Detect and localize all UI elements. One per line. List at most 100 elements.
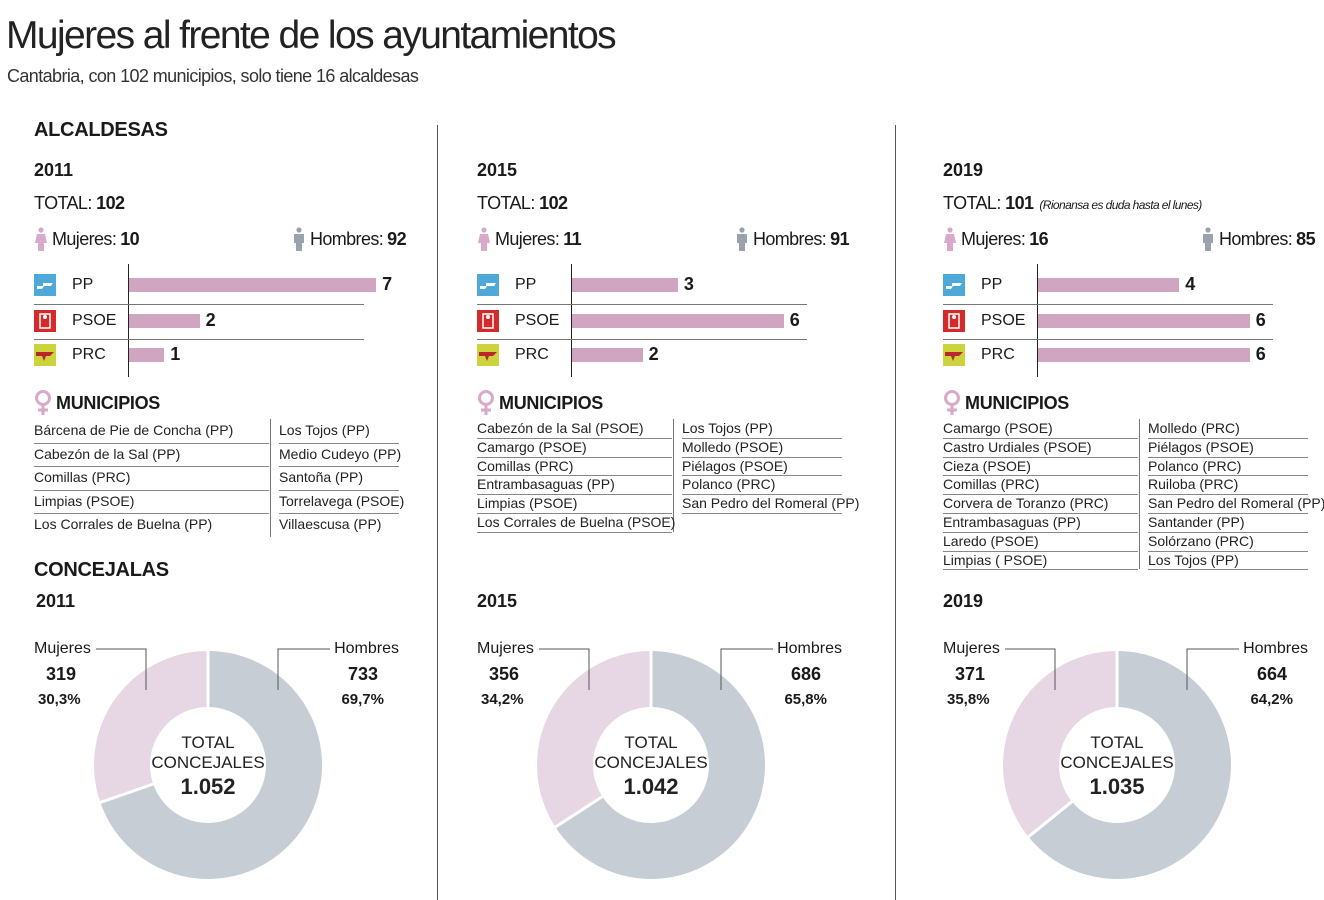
hombres-label: Hombres: (752, 228, 827, 249)
donut-center: TOTAL CONCEJALES 1.035 (1057, 733, 1177, 801)
municipio-item: Limpias ( PSOE) (943, 552, 1138, 571)
bar-axis (1037, 264, 1038, 377)
prc-logo-icon (477, 344, 499, 366)
table-divider (270, 419, 271, 537)
year-heading: 2015 (477, 160, 518, 180)
donut-slice-hombres (555, 651, 765, 880)
total-label: TOTAL: (477, 193, 535, 213)
hombres-value: 91 (830, 228, 849, 249)
mujeres-label: Mujeres: (961, 228, 1026, 249)
year-heading: 2011 (34, 160, 74, 180)
hombres-count: Hombres: 91 (735, 227, 850, 251)
bar-value: 6 (1255, 344, 1266, 364)
total-label: TOTAL: (34, 193, 92, 213)
municipio-item: Entrambasaguas (PP) (477, 476, 672, 496)
donut-value-mujeres: 371 (955, 664, 986, 684)
municipio-item: San Pedro del Romeral (PP) (682, 495, 859, 514)
psoe-logo-icon (34, 310, 56, 332)
bar-value: 7 (382, 274, 393, 294)
panel-2015: 2015 TOTAL: 102 Mujeres: 11 Hombres: 91 PP 3 PSO… (477, 0, 859, 900)
hombres-value: 92 (387, 228, 406, 249)
psoe-logo-icon (943, 310, 965, 332)
municipio-item: Limpias (PSOE) (477, 495, 672, 514)
row-separator (943, 304, 1273, 305)
row-separator (943, 339, 1273, 340)
year-heading: 2019 (943, 160, 984, 180)
donut-chart (537, 648, 773, 880)
party-logo (943, 310, 965, 337)
municipios-header: MUNICIPIOS (477, 390, 603, 416)
donut-label-hombres: Hombres (334, 640, 399, 657)
municipio-item: Bárcena de Pie de Concha (PP) (34, 420, 269, 444)
party-label: PRC (981, 346, 1015, 363)
prc-logo-icon (943, 344, 965, 366)
total-note: (Rionansa es duda hasta el lunes) (1039, 198, 1202, 212)
donut-slice-hombres (1028, 651, 1231, 879)
party-label: PP (515, 276, 537, 293)
municipio-item: Santoña (PP) (279, 467, 399, 491)
municipios-heading: MUNICIPIOS (499, 392, 604, 413)
donut-pct-hombres: 65,8% (784, 691, 827, 708)
donut-label-mujeres: Mujeres (943, 640, 1000, 657)
donut-label-hombres: Hombres (1243, 640, 1308, 657)
bar-psoe (572, 314, 784, 328)
woman-icon (944, 227, 956, 251)
municipio-item: Molledo (PRC) (1148, 420, 1308, 439)
total-alcaldes: TOTAL: 102 (477, 193, 573, 214)
donut-center: TOTAL CONCEJALES 1.052 (148, 733, 268, 801)
municipio-item: Comillas (PRC) (34, 467, 269, 491)
party-label: PSOE (72, 312, 117, 329)
party-logo (34, 274, 56, 301)
municipio-item: Los Tojos (PP) (279, 420, 399, 444)
total-value: 102 (96, 193, 125, 213)
donut-slice-mujeres (93, 651, 208, 803)
bar-value: 2 (648, 344, 659, 364)
center-line2: CONCEJALES (1060, 753, 1174, 772)
center-total: 1.035 (1089, 774, 1145, 799)
donut-pct-mujeres: 34,2% (481, 691, 524, 708)
municipio-item: Molledo (PSOE) (682, 439, 842, 458)
donut-chart (93, 648, 330, 880)
party-label: PSOE (515, 312, 560, 329)
bar-axis (128, 264, 129, 377)
page-title: Mujeres al frente de los ayuntamientos (6, 14, 617, 57)
municipio-item: Comillas (PRC) (477, 458, 672, 477)
panel-2019: 2019 TOTAL: 101 (Rionansa es duda hasta el… (943, 0, 1324, 900)
bar-axis (571, 264, 572, 377)
prc-logo-icon (34, 344, 56, 366)
party-logo (477, 344, 499, 371)
bar-value: 1 (170, 344, 181, 364)
pp-logo-icon (477, 274, 499, 296)
slice-separator (552, 794, 605, 830)
party-label: PSOE (981, 312, 1026, 329)
hombres-count: Hombres: 85 (1201, 227, 1316, 251)
slice-separator (1025, 799, 1075, 840)
mujeres-count: Mujeres: 11 (477, 227, 582, 251)
municipio-item: Torrelavega (PSOE) (279, 491, 404, 514)
section-concejalas: CONCEJALAS (34, 559, 169, 581)
municipio-item: Los Tojos (PP) (682, 420, 842, 439)
municipio-item: Cabezón de la Sal (PSOE) (477, 420, 672, 439)
municipio-item: Villaescusa (PP) (279, 516, 382, 532)
municipio-item: Limpias (PSOE) (34, 491, 269, 514)
center-line2: CONCEJALES (594, 753, 708, 772)
mujeres-value: 11 (563, 228, 582, 249)
municipio-item: Los Tojos (PP) (1148, 552, 1308, 571)
party-logo (943, 274, 965, 301)
leader-line-mujeres (1005, 648, 1056, 690)
donut-slice-mujeres (1003, 651, 1117, 837)
party-label: PP (981, 276, 1003, 293)
center-line1: TOTAL (181, 733, 235, 752)
bar-value: 6 (789, 310, 800, 330)
mujeres-label: Mujeres: (495, 228, 560, 249)
donut-pct-mujeres: 35,8% (947, 691, 990, 708)
bar-prc (572, 348, 643, 362)
slice-separator (97, 781, 156, 805)
party-logo (943, 344, 965, 371)
municipio-item: Polanco (PRC) (1148, 458, 1308, 477)
female-symbol-icon (944, 390, 960, 415)
center-line2: CONCEJALES (151, 753, 265, 772)
donut-pct-hombres: 69,7% (341, 691, 384, 708)
municipio-item: Castro Urdiales (PSOE) (943, 439, 1138, 458)
donut-label-mujeres: Mujeres (477, 640, 534, 657)
